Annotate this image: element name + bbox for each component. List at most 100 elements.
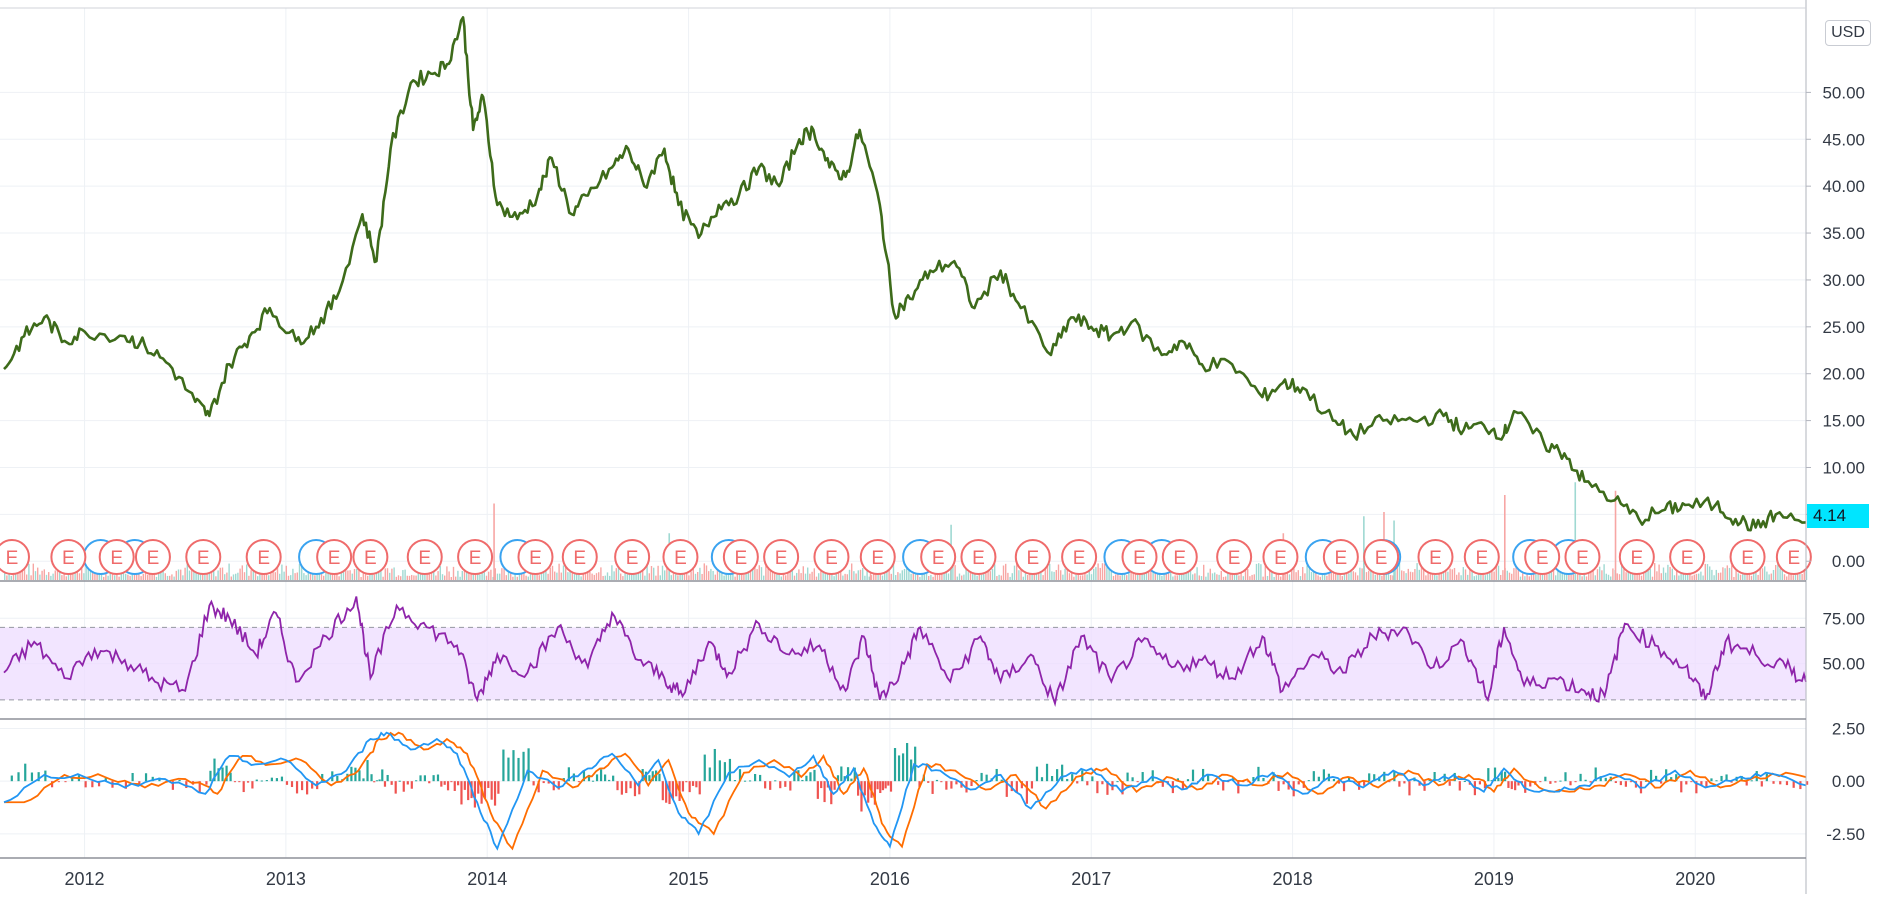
earnings-marker[interactable] [920, 539, 957, 575]
volume-bar [862, 567, 864, 580]
earnings-marker[interactable] [0, 539, 30, 575]
volume-bar [1515, 565, 1517, 580]
earnings-marker[interactable] [1775, 539, 1812, 575]
macd-histogram-bar [1408, 781, 1411, 796]
volume-bar [1319, 576, 1321, 580]
earnings-marker[interactable] [1014, 539, 1051, 575]
volume-bar [1625, 572, 1627, 580]
rsi-pane[interactable] [3, 596, 1807, 707]
earnings-marker[interactable] [1061, 539, 1098, 575]
macd-histogram-bar [1061, 764, 1064, 782]
macd-histogram-bar [373, 781, 376, 783]
earnings-marker[interactable] [1363, 539, 1400, 575]
macd-histogram-bar [1262, 777, 1265, 782]
volume-bar [10, 575, 12, 580]
earnings-marker[interactable] [859, 539, 896, 575]
macd-histogram-bar [1503, 771, 1507, 782]
earnings-marker[interactable] [352, 539, 389, 575]
macd-histogram-bar [572, 773, 575, 782]
macd-histogram-bar [1217, 781, 1220, 785]
macd-histogram-bar [185, 781, 188, 789]
macd-histogram-bar [784, 781, 787, 787]
earnings-marker[interactable] [50, 539, 87, 575]
earnings-marker[interactable] [1262, 539, 1299, 575]
volume-bar [457, 570, 459, 580]
earnings-marker[interactable] [614, 539, 651, 575]
volume-bar [265, 571, 268, 580]
volume-bar [919, 576, 921, 580]
macd-signal-line[interactable] [4, 731, 1807, 851]
earnings-marker[interactable] [457, 539, 494, 575]
volume-bar [1269, 567, 1271, 580]
volume-bar [1172, 576, 1174, 580]
volume-bar [1321, 570, 1324, 580]
macd-histogram-bar [57, 781, 60, 783]
earnings-marker[interactable] [1618, 539, 1655, 575]
volume-bar [1341, 576, 1343, 580]
macd-pane[interactable] [3, 731, 1809, 851]
earnings-marker[interactable] [1463, 539, 1500, 575]
price-series-line[interactable] [3, 16, 1807, 532]
volume-bar [118, 576, 120, 580]
volume-bar [274, 572, 276, 580]
earnings-marker[interactable] [1322, 539, 1359, 575]
earnings-marker[interactable] [561, 539, 598, 575]
earnings-marker[interactable] [722, 539, 759, 575]
volume-bar [624, 568, 626, 580]
earnings-marker[interactable] [316, 539, 353, 575]
price-pane[interactable] [3, 16, 1807, 532]
earnings-marker[interactable] [960, 539, 997, 575]
volume-bar [1390, 575, 1392, 580]
macd-histogram-bar [940, 781, 943, 783]
macd-histogram-bar [1654, 775, 1658, 782]
volume-bar [551, 565, 554, 580]
volume-bar [1216, 574, 1218, 580]
earnings-marker[interactable] [245, 539, 282, 575]
macd-line[interactable] [3, 731, 1807, 851]
macd-histogram-bar [1322, 769, 1325, 782]
earnings-marker[interactable] [98, 539, 135, 575]
volume-bar [1742, 574, 1744, 580]
macd-histogram-bar [522, 751, 525, 782]
earnings-marker[interactable] [1161, 539, 1198, 575]
earnings-marker[interactable] [1216, 539, 1253, 575]
earnings-marker-label: E [1133, 548, 1146, 569]
volume-bar [892, 564, 895, 580]
volume-bar [1561, 569, 1563, 580]
volume-bar [589, 571, 591, 580]
earnings-marker[interactable] [1564, 539, 1601, 575]
macd-histogram-bar [50, 781, 54, 788]
earnings-marker[interactable] [185, 539, 222, 575]
earnings-marker[interactable] [406, 539, 443, 575]
volume-bar [587, 571, 589, 580]
earnings-marker[interactable] [517, 539, 554, 575]
rsi-series-line[interactable] [3, 596, 1807, 707]
earnings-marker[interactable] [662, 539, 699, 575]
currency-button[interactable]: USD [1825, 20, 1871, 46]
earnings-marker[interactable] [1524, 539, 1561, 575]
volume-bar [1407, 568, 1409, 580]
earnings-marker[interactable] [813, 539, 850, 575]
earnings-marker[interactable] [134, 539, 171, 575]
earnings-marker[interactable] [1121, 539, 1158, 575]
macd-histogram-bar [691, 781, 695, 786]
earnings-marker[interactable] [1729, 539, 1766, 575]
volume-bar [1449, 568, 1451, 580]
earnings-marker[interactable] [1669, 539, 1706, 575]
volume-bar [72, 570, 74, 580]
earnings-marker[interactable] [763, 539, 800, 575]
volume-bar [246, 564, 248, 580]
macd-histogram-bar [931, 781, 934, 794]
volume-bar [701, 573, 703, 580]
volume-bar [380, 569, 382, 580]
macd-histogram-bar [801, 779, 804, 782]
volume-bar [78, 573, 81, 580]
earnings-marker[interactable] [1417, 539, 1454, 575]
macd-histogram-bar [616, 781, 619, 791]
volume-bar [1590, 568, 1592, 580]
volume-bar [791, 563, 793, 580]
volume-bar [809, 573, 811, 580]
